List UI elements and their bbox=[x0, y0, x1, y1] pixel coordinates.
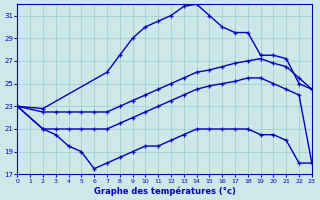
X-axis label: Graphe des températures (°c): Graphe des températures (°c) bbox=[94, 186, 236, 196]
